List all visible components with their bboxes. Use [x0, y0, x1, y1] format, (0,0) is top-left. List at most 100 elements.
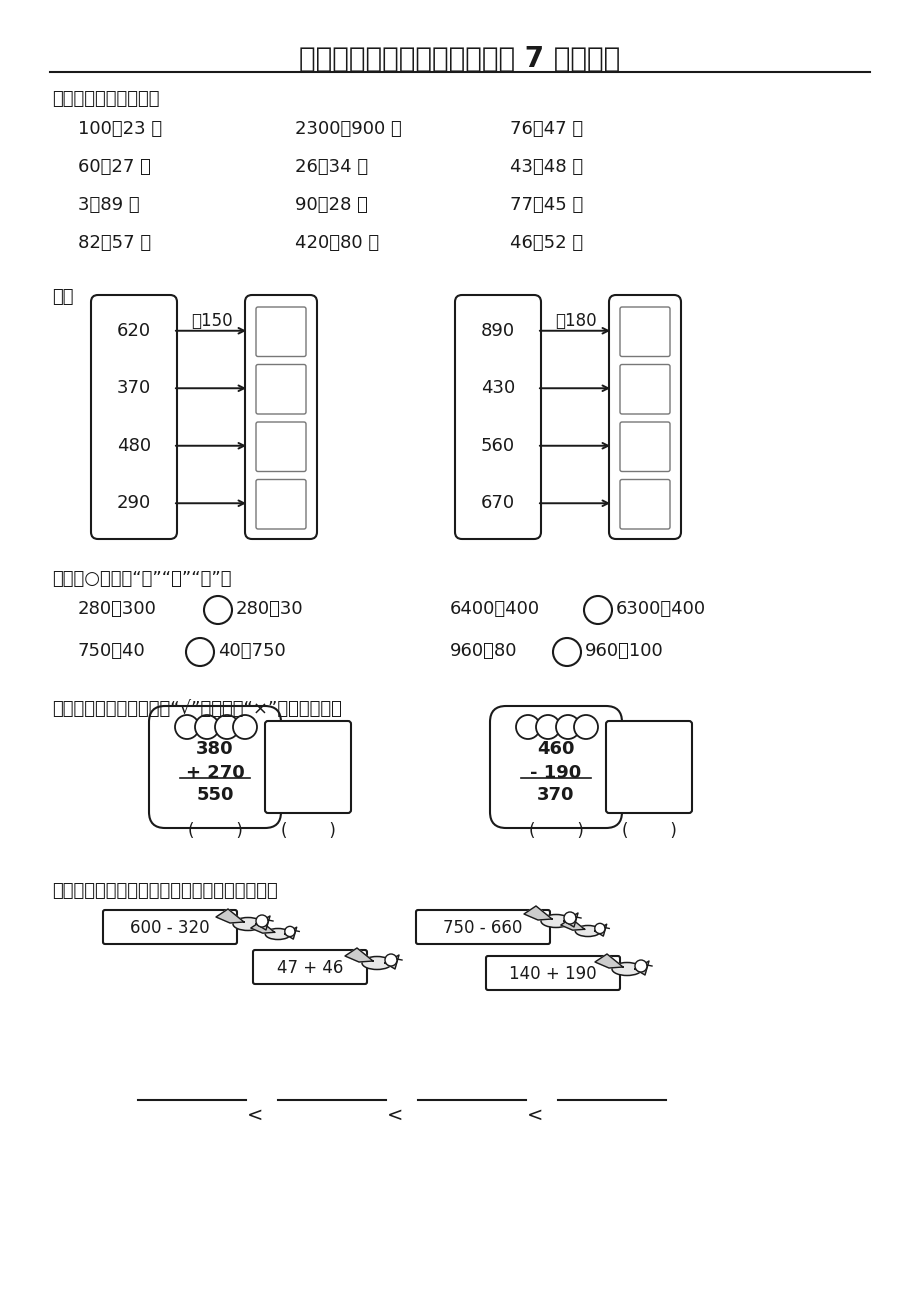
Polygon shape: [216, 909, 244, 923]
Text: 四、森林医生。（对的画“√”，错的画“×”，并改正。）: 四、森林医生。（对的画“√”，错的画“×”，并改正。）: [52, 700, 342, 717]
Polygon shape: [384, 954, 399, 969]
Circle shape: [195, 715, 219, 740]
Text: 60＋27 ＝: 60＋27 ＝: [78, 158, 151, 176]
FancyBboxPatch shape: [415, 910, 550, 944]
FancyBboxPatch shape: [455, 296, 540, 539]
Text: + 270: + 270: [186, 764, 244, 783]
Text: (        ): ( ): [528, 822, 583, 840]
Circle shape: [233, 715, 256, 740]
Text: 2300＋900 ＝: 2300＋900 ＝: [295, 120, 402, 138]
Circle shape: [384, 954, 397, 966]
Text: (        ): ( ): [187, 822, 243, 840]
Text: 6400－400: 6400－400: [449, 600, 539, 618]
FancyBboxPatch shape: [619, 307, 669, 357]
Text: 420－80 ＝: 420－80 ＝: [295, 234, 379, 253]
Text: 290: 290: [117, 495, 151, 512]
Circle shape: [204, 596, 232, 624]
FancyBboxPatch shape: [606, 721, 691, 812]
Text: 370: 370: [537, 786, 574, 805]
FancyBboxPatch shape: [265, 721, 351, 812]
Text: 90－28 ＝: 90－28 ＝: [295, 197, 368, 214]
Text: 560: 560: [481, 436, 515, 454]
Polygon shape: [634, 961, 648, 975]
Polygon shape: [285, 927, 296, 939]
Text: 890: 890: [481, 322, 515, 340]
Text: 46＋52 ＝: 46＋52 ＝: [509, 234, 583, 253]
Text: 三、在○里填上“＜”“＞”“＝”。: 三、在○里填上“＜”“＞”“＝”。: [52, 570, 232, 589]
Text: 620: 620: [117, 322, 151, 340]
Text: (        ): ( ): [621, 822, 675, 840]
Text: <: <: [386, 1105, 403, 1125]
Text: 43＋48 ＝: 43＋48 ＝: [509, 158, 583, 176]
Polygon shape: [345, 948, 372, 962]
FancyBboxPatch shape: [244, 296, 317, 539]
Text: ＋150: ＋150: [191, 312, 233, 329]
Circle shape: [186, 638, 214, 667]
FancyBboxPatch shape: [255, 307, 306, 357]
Ellipse shape: [574, 926, 600, 936]
Text: 370: 370: [117, 379, 151, 397]
Ellipse shape: [361, 957, 391, 970]
FancyBboxPatch shape: [608, 296, 680, 539]
Text: 6300－400: 6300－400: [616, 600, 706, 618]
Polygon shape: [563, 913, 577, 927]
Polygon shape: [255, 917, 269, 930]
Polygon shape: [251, 922, 274, 934]
Circle shape: [584, 596, 611, 624]
Circle shape: [555, 715, 579, 740]
Text: 3＋89 ＝: 3＋89 ＝: [78, 197, 140, 214]
Text: 140 + 190: 140 + 190: [508, 965, 596, 983]
Text: 670: 670: [481, 495, 515, 512]
Circle shape: [595, 923, 605, 934]
Circle shape: [536, 715, 560, 740]
Text: 960－100: 960－100: [584, 642, 663, 660]
Text: 100－23 ＝: 100－23 ＝: [78, 120, 162, 138]
Polygon shape: [595, 924, 606, 936]
Circle shape: [215, 715, 239, 740]
Text: 960－80: 960－80: [449, 642, 517, 660]
Circle shape: [563, 911, 575, 924]
Text: <: <: [246, 1105, 263, 1125]
FancyBboxPatch shape: [91, 296, 176, 539]
FancyBboxPatch shape: [103, 910, 237, 944]
FancyBboxPatch shape: [490, 706, 621, 828]
FancyBboxPatch shape: [255, 479, 306, 529]
FancyBboxPatch shape: [619, 365, 669, 414]
Text: <: <: [527, 1105, 542, 1125]
FancyBboxPatch shape: [255, 422, 306, 471]
FancyBboxPatch shape: [619, 422, 669, 471]
Text: 280＋30: 280＋30: [236, 600, 303, 618]
FancyBboxPatch shape: [485, 956, 619, 990]
Ellipse shape: [233, 918, 263, 931]
Text: 280＋300: 280＋300: [78, 600, 157, 618]
Text: 76－47 ＝: 76－47 ＝: [509, 120, 583, 138]
FancyBboxPatch shape: [253, 950, 367, 984]
Text: 47 + 46: 47 + 46: [277, 960, 343, 976]
Text: 750＋40: 750＋40: [78, 642, 145, 660]
Text: - 190: - 190: [529, 764, 581, 783]
Circle shape: [285, 926, 295, 936]
Text: 750 - 660: 750 - 660: [443, 919, 522, 937]
Text: 550: 550: [196, 786, 233, 805]
Circle shape: [175, 715, 199, 740]
FancyBboxPatch shape: [255, 365, 306, 414]
Circle shape: [573, 715, 597, 740]
Circle shape: [516, 715, 539, 740]
Polygon shape: [561, 918, 584, 930]
Text: 五、把下列算式按得数大小，从小到大排一行。: 五、把下列算式按得数大小，从小到大排一行。: [52, 881, 278, 900]
Text: 人教版小学数学二年级下册第 7 单元试卷: 人教版小学数学二年级下册第 7 单元试卷: [299, 46, 620, 73]
Text: 一、看谁拿的礼物多。: 一、看谁拿的礼物多。: [52, 90, 159, 108]
Text: (        ): ( ): [280, 822, 335, 840]
Text: 430: 430: [481, 379, 515, 397]
Text: 480: 480: [117, 436, 151, 454]
Ellipse shape: [540, 914, 571, 927]
Circle shape: [634, 960, 646, 973]
Circle shape: [552, 638, 581, 667]
FancyBboxPatch shape: [619, 479, 669, 529]
Ellipse shape: [611, 962, 641, 975]
Text: 600 - 320: 600 - 320: [130, 919, 210, 937]
Text: 82－57 ＝: 82－57 ＝: [78, 234, 151, 253]
Text: 380: 380: [196, 740, 233, 758]
Polygon shape: [595, 954, 622, 967]
Polygon shape: [524, 906, 551, 921]
